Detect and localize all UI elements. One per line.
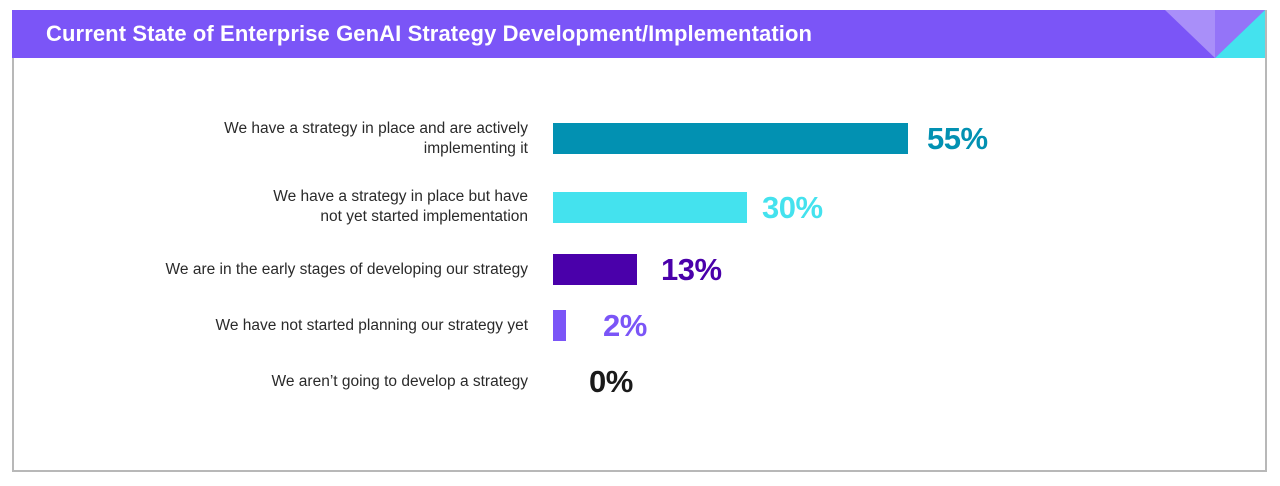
row-label-line: We have not started planning our strateg…	[215, 317, 528, 334]
bar-not-started-implementation	[553, 192, 747, 223]
corner-triangles-icon	[1165, 10, 1265, 58]
value-label-not-started-implementation: 30%	[762, 190, 823, 225]
row-label-not-started-implementation: We have a strategy in place but have not…	[273, 187, 528, 227]
row-label-actively-implementing: We have a strategy in place and are acti…	[224, 119, 528, 159]
row-label-line: implementing it	[423, 140, 528, 157]
value-label-early-stages: 13%	[661, 252, 722, 287]
bar-early-stages	[553, 254, 637, 285]
row-label-not-going-to-develop: We aren’t going to develop a strategy	[272, 372, 528, 392]
chart-title: Current State of Enterprise GenAI Strate…	[46, 21, 813, 46]
value-label-not-going-to-develop: 0%	[589, 364, 633, 399]
chart-frame	[12, 10, 1267, 472]
bar-not-started-planning	[553, 310, 566, 341]
row-label-line: We are in the early stages of developing…	[165, 261, 528, 278]
row-label-line: not yet started implementation	[320, 208, 528, 225]
chart-header: Current State of Enterprise GenAI Strate…	[12, 10, 1265, 58]
row-label-line: We aren’t going to develop a strategy	[271, 373, 528, 390]
row-label-early-stages: We are in the early stages of developing…	[166, 260, 528, 280]
row-label-line: We have a strategy in place and are acti…	[224, 120, 528, 137]
row-label-line: We have a strategy in place but have	[273, 188, 528, 205]
row-label-not-started-planning: We have not started planning our strateg…	[216, 316, 528, 336]
value-label-not-started-planning: 2%	[603, 308, 647, 343]
bar-actively-implementing	[553, 123, 908, 154]
value-label-actively-implementing: 55%	[927, 121, 988, 156]
